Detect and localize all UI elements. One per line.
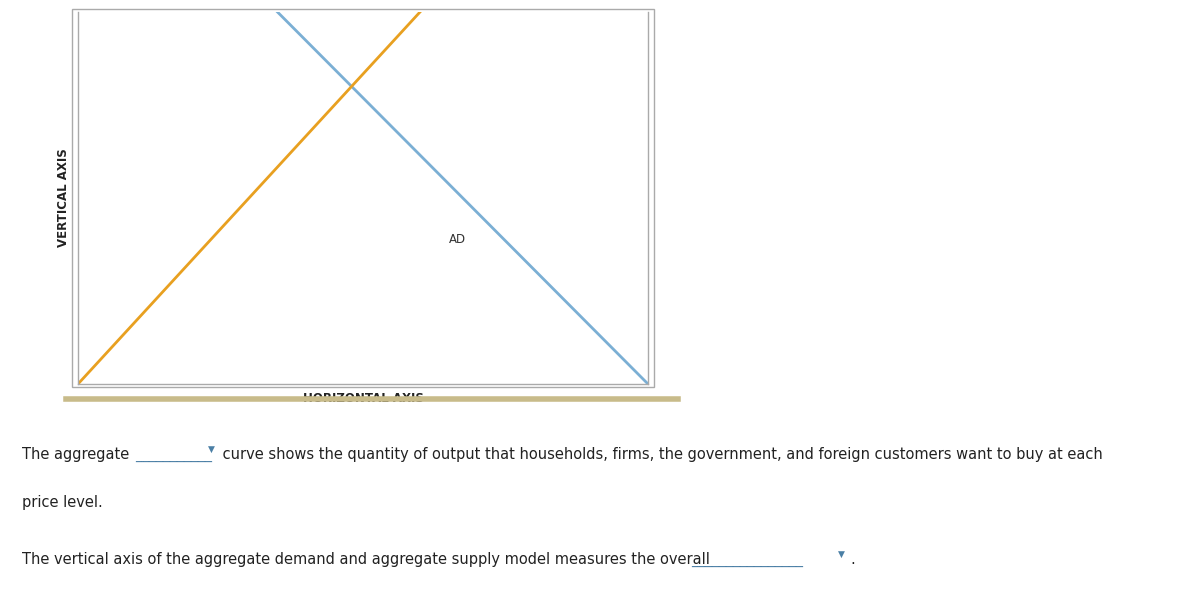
Text: ________________: ________________ [691, 554, 803, 568]
Text: The vertical axis of the aggregate demand and aggregate supply model measures th: The vertical axis of the aggregate deman… [22, 552, 709, 567]
Text: ▼: ▼ [838, 550, 845, 559]
Text: AD: AD [449, 233, 466, 245]
Text: The aggregate: The aggregate [22, 447, 128, 462]
Text: curve shows the quantity of output that households, firms, the government, and f: curve shows the quantity of output that … [218, 447, 1103, 462]
X-axis label: HORIZONTAL AXIS: HORIZONTAL AXIS [302, 392, 424, 406]
Text: ▼: ▼ [208, 445, 215, 454]
Y-axis label: VERTICAL AXIS: VERTICAL AXIS [56, 149, 70, 247]
Text: ___________: ___________ [136, 449, 212, 463]
Text: price level.: price level. [22, 495, 102, 510]
Text: .: . [851, 552, 856, 567]
